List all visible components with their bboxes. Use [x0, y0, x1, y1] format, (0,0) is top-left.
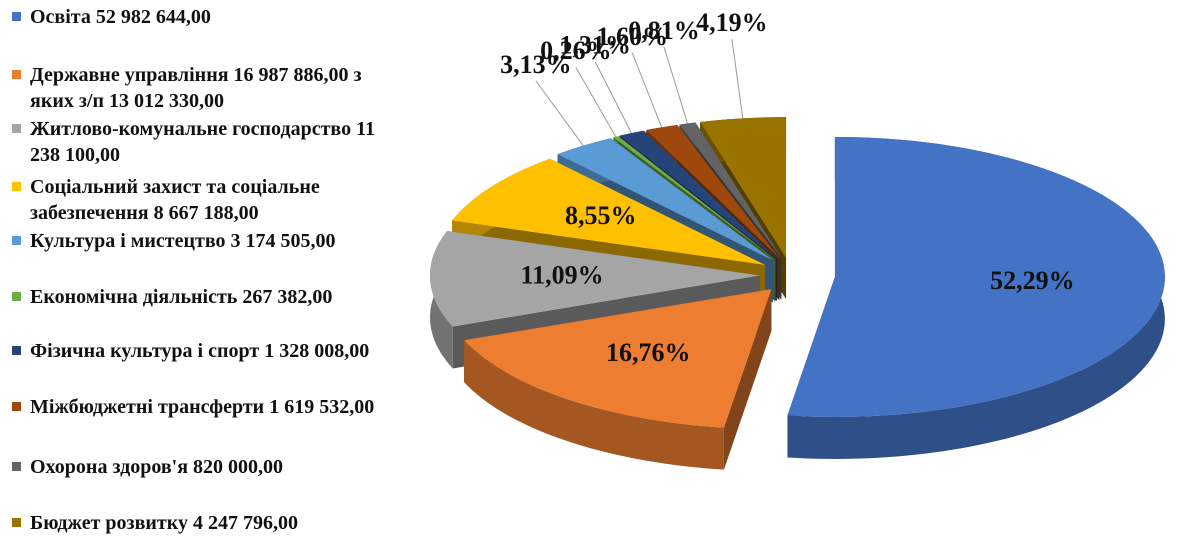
slice-top: [679, 122, 782, 258]
legend-item: Фізична культура і спорт 1 328 008,00: [10, 338, 405, 364]
slice-rim: [464, 340, 724, 470]
legend-swatch: [12, 236, 21, 245]
legend-item: Державне управління 16 987 886,00 з яких…: [10, 62, 405, 114]
slice: [787, 136, 1165, 459]
legend-label: Бюджет розвитку 4 247 796,00: [30, 512, 298, 534]
legend-swatch: [12, 70, 21, 79]
legend-item: Економічна діяльність 267 382,00: [10, 284, 405, 310]
legend-label: Охорона здоров'я 820 000,00: [30, 456, 284, 478]
legend-swatch: [12, 182, 21, 191]
legend-swatch: [12, 462, 21, 471]
legend-label: Освіта 52 982 644,00: [30, 6, 211, 28]
slice-top: [619, 130, 777, 259]
data-label: 52,29%: [990, 266, 1075, 295]
data-label: 4,19%: [696, 8, 768, 37]
legend-label: Житлово-комунальне господарство 11 238 1…: [30, 118, 375, 166]
data-label: 0,81%: [628, 16, 700, 45]
legend-item: Бюджет розвитку 4 247 796,00: [10, 510, 405, 536]
data-label: 11,09%: [521, 261, 604, 290]
legend-swatch: [12, 518, 21, 527]
legend-swatch: [12, 12, 21, 21]
leader-line: [631, 52, 663, 128]
slice: [464, 289, 772, 470]
leader-line: [575, 66, 617, 137]
legend-label: Державне управління 16 987 886,00 з яких…: [30, 64, 362, 112]
legend-item: Житлово-комунальне господарство 11 238 1…: [10, 116, 405, 168]
legend-item: Охорона здоров'я 820 000,00: [10, 454, 405, 480]
data-label: 8,55%: [565, 201, 637, 230]
data-label: 0,26%: [540, 36, 612, 65]
slice-top: [787, 136, 1165, 417]
legend-swatch: [12, 124, 21, 133]
leader-line: [731, 39, 744, 119]
legend-swatch: [12, 346, 21, 355]
leader-line: [663, 46, 688, 124]
legend-swatch: [12, 402, 21, 411]
slice-top: [700, 117, 787, 258]
data-label: 1,60%: [597, 22, 669, 51]
slice-side: [723, 289, 772, 470]
legend-item: Культура і мистецтво 3 174 505,00: [10, 228, 405, 254]
leader-line: [594, 61, 632, 134]
slice-top: [613, 136, 776, 260]
leader-line: [535, 80, 584, 146]
legend-swatch: [12, 292, 21, 301]
slice-top: [452, 158, 766, 265]
data-label: 3,13%: [500, 50, 572, 79]
legend-item: Освіта 52 982 644,00: [10, 4, 405, 30]
slice-top: [464, 289, 772, 428]
legend-label: Культура і мистецтво 3 174 505,00: [30, 230, 336, 252]
legend-item: Соціальний захист та соціальне забезпече…: [10, 174, 405, 226]
slice-top: [557, 138, 773, 261]
legend-item: Міжбюджетні трансферти 1 619 532,00: [10, 394, 405, 420]
legend-label: Економічна діяльність 267 382,00: [30, 286, 333, 308]
slice-top: [646, 125, 780, 259]
legend-label: Фізична культура і спорт 1 328 008,00: [30, 340, 370, 362]
data-label: 1,31%: [559, 31, 631, 60]
legend-label: Міжбюджетні трансферти 1 619 532,00: [30, 396, 375, 418]
data-label: 16,76%: [606, 338, 691, 367]
slice-top: [430, 230, 761, 327]
legend-label: Соціальний захист та соціальне забезпече…: [30, 176, 320, 224]
